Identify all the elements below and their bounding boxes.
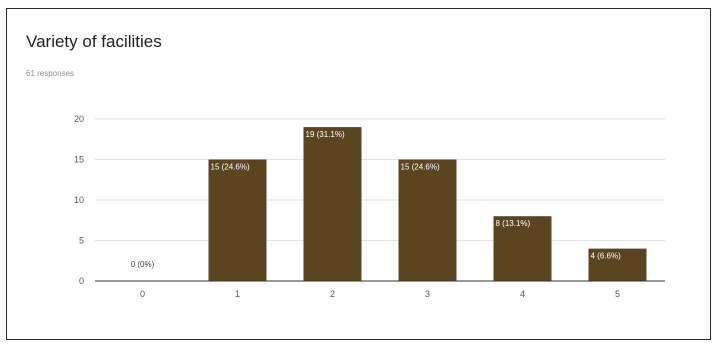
bar-data-label: 8 (13.1%) [496,219,531,228]
y-tick-label: 10 [74,195,84,205]
x-tick-label: 2 [330,289,335,299]
responses-count: 61 responses [26,69,75,78]
y-tick-label: 15 [74,155,84,165]
bar [208,159,267,281]
bar-data-label: 15 (24.6%) [401,163,440,172]
bar-data-label: 0 (0%) [131,260,155,269]
x-tick-label: 3 [425,289,430,299]
bar [588,248,647,281]
question-title: Variety of facilities [26,32,162,51]
bar-data-label: 15 (24.6%) [211,163,250,172]
y-tick-label: 20 [74,114,84,124]
x-tick-label: 4 [520,289,525,299]
bar [303,127,362,281]
bar-data-label: 19 (31.1%) [306,130,345,139]
bar [398,159,457,281]
bar-data-label: 4 (6.6%) [591,252,622,261]
y-tick-label: 0 [79,276,84,286]
x-tick-label: 1 [235,289,240,299]
bar [493,216,552,281]
x-tick-label: 0 [140,289,145,299]
x-tick-label: 5 [615,289,620,299]
y-tick-label: 5 [79,236,84,246]
